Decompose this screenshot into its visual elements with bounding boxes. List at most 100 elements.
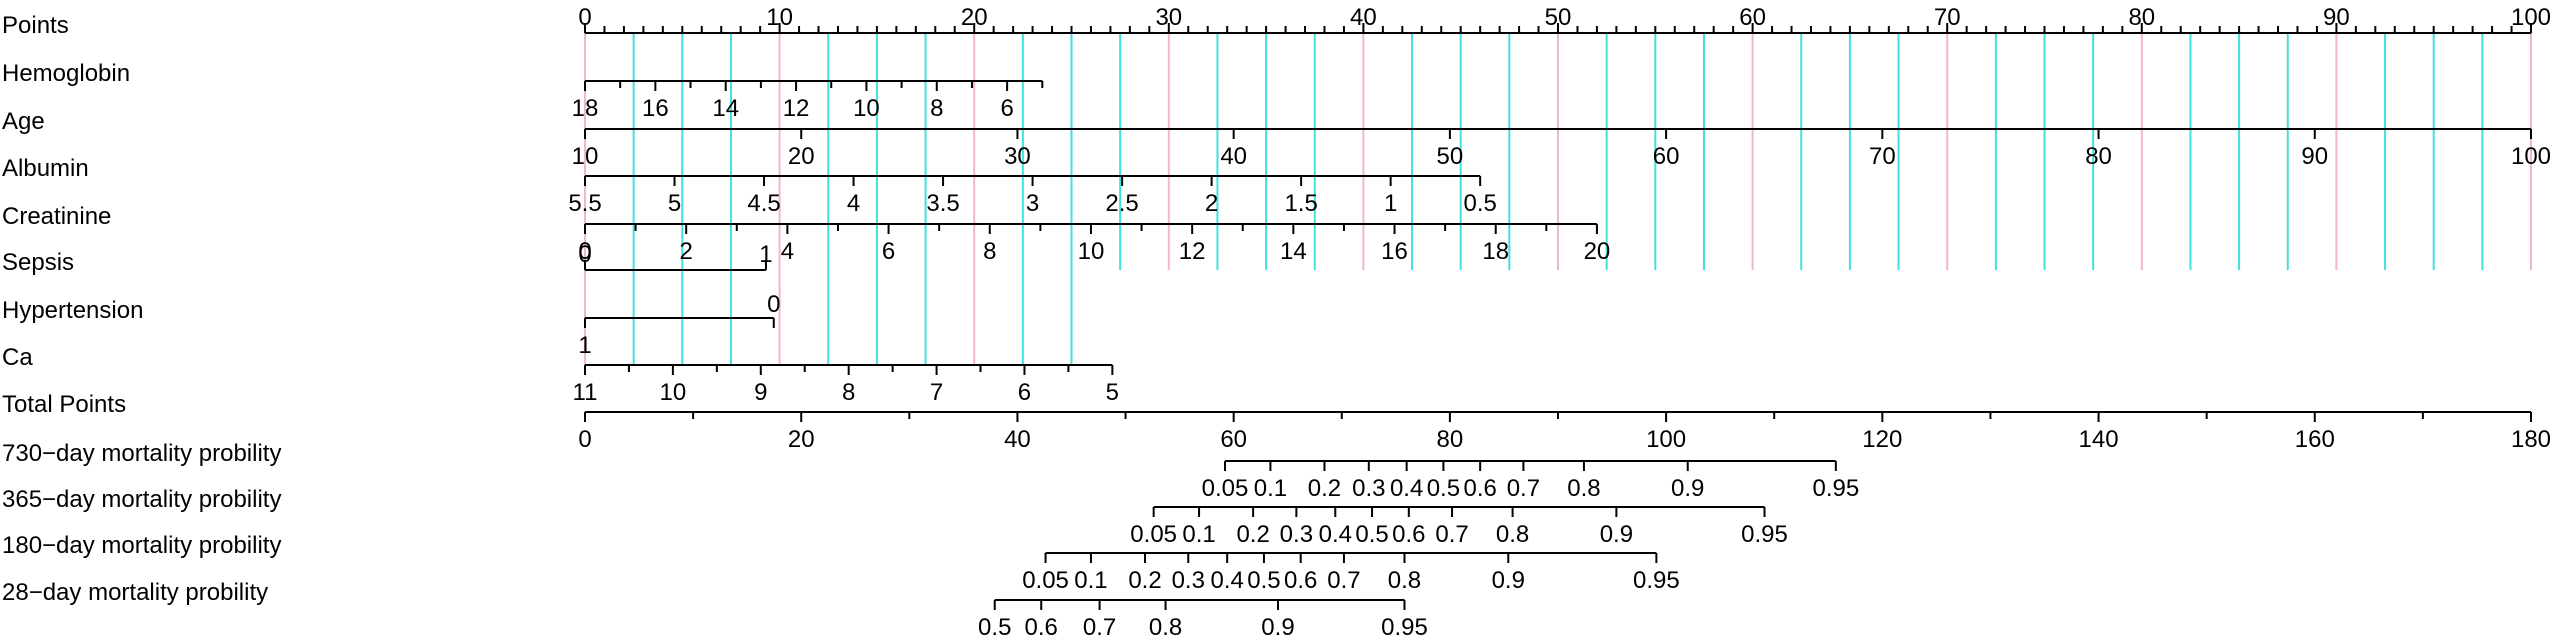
row-label-hemoglobin: Hemoglobin [2,60,130,87]
tick-label-730-day-mortality-probility-5: 0.5 [1427,475,1460,502]
tick-label-28-day-mortality-probility-1: 0.6 [1025,614,1058,639]
tick-label-age-9: 100 [2511,143,2551,170]
tick-label-365-day-mortality-probility-4: 0.4 [1319,521,1352,548]
tick-label-28-day-mortality-probility-5: 0.95 [1381,614,1428,639]
label-layer: Points 0 10 20 30 40 50 60 70 80 90 100Hemoglobin18… [2,4,2551,639]
tick-label-creatinine-4: 8 [983,238,996,265]
tick-label-180-day-mortality-probility-4: 0.4 [1210,567,1243,594]
tick-label-365-day-mortality-probility-7: 0.7 [1435,521,1468,548]
tick-label-730-day-mortality-probility-6: 0.6 [1463,475,1496,502]
tick-label-creatinine-9: 18 [1482,238,1509,265]
tick-label-creatinine-7: 14 [1280,238,1307,265]
tick-label-age-8: 90 [2301,143,2328,170]
row-label-creatinine: Creatinine [2,203,111,230]
row-label-total-points: Total Points [2,391,126,418]
tick-label-albumin-3: 4 [847,190,860,217]
tick-label-points-6: 60 [1739,4,1766,31]
tick-label-365-day-mortality-probility-2: 0.2 [1236,521,1269,548]
tick-label-ca-5: 6 [1018,379,1031,406]
tick-label-points-2: 20 [961,4,988,31]
tick-label-albumin-6: 2.5 [1105,190,1138,217]
tick-label-730-day-mortality-probility-9: 0.9 [1671,475,1704,502]
tick-label-hemoglobin-0: 18 [572,95,599,122]
tick-label-hemoglobin-2: 14 [712,95,739,122]
grid-layer [584,33,2532,365]
tick-label-180-day-mortality-probility-9: 0.9 [1492,567,1525,594]
row-label-hypertension: Hypertension [2,297,143,324]
row-label-ca: Ca [2,344,33,371]
tick-label-total-points-5: 100 [1646,426,1686,453]
tick-label-ca-3: 8 [842,379,855,406]
tick-label-creatinine-0: 0 [578,238,591,265]
tick-label-730-day-mortality-probility-8: 0.8 [1567,475,1600,502]
tick-label-hemoglobin-1: 16 [642,95,669,122]
tick-label-points-5: 50 [1545,4,1572,31]
tick-label-points-9: 90 [2323,4,2350,31]
tick-label-creatinine-2: 4 [781,238,794,265]
tick-label-albumin-9: 1 [1384,190,1397,217]
tick-label-age-2: 30 [1004,143,1031,170]
tick-label-creatinine-6: 12 [1179,238,1206,265]
tick-label-albumin-10: 0.5 [1463,190,1496,217]
tick-label-sepsis-1: 1 [759,241,772,268]
tick-label-180-day-mortality-probility-1: 0.1 [1074,567,1107,594]
tick-label-age-3: 40 [1220,143,1247,170]
tick-label-ca-0: 11 [573,379,598,406]
tick-label-total-points-9: 180 [2511,426,2551,453]
tick-label-180-day-mortality-probility-3: 0.3 [1172,567,1205,594]
tick-label-total-points-4: 80 [1437,426,1464,453]
tick-label-total-points-6: 120 [1862,426,1902,453]
tick-label-hypertension-0: 0 [767,291,780,318]
tick-label-total-points-2: 40 [1004,426,1031,453]
tick-label-hypertension-1: 1 [578,332,591,359]
tick-label-365-day-mortality-probility-8: 0.8 [1496,521,1529,548]
tick-label-sepsis-0: 0 [578,241,591,268]
tick-label-creatinine-8: 16 [1381,238,1408,265]
tick-label-albumin-1: 5 [668,190,681,217]
tick-label-180-day-mortality-probility-5: 0.5 [1247,567,1280,594]
tick-label-total-points-8: 160 [2295,426,2335,453]
row-label-age: Age [2,108,45,135]
tick-label-hemoglobin-5: 8 [930,95,943,122]
tick-label-age-6: 70 [1869,143,1896,170]
tick-label-total-points-0: 0 [578,426,591,453]
tick-label-ca-1: 10 [660,379,687,406]
tick-label-730-day-mortality-probility-0: 0.05 [1202,475,1249,502]
tick-label-365-day-mortality-probility-9: 0.9 [1600,521,1633,548]
tick-label-total-points-3: 60 [1220,426,1247,453]
tick-label-730-day-mortality-probility-10: 0.95 [1812,475,1859,502]
tick-label-total-points-1: 20 [788,426,815,453]
tick-label-180-day-mortality-probility-2: 0.2 [1128,567,1161,594]
tick-label-730-day-mortality-probility-4: 0.4 [1390,475,1423,502]
tick-label-albumin-7: 2 [1205,190,1218,217]
tick-label-28-day-mortality-probility-2: 0.7 [1083,614,1116,639]
tick-label-ca-6: 5 [1106,379,1119,406]
tick-label-180-day-mortality-probility-7: 0.7 [1327,567,1360,594]
tick-label-365-day-mortality-probility-1: 0.1 [1182,521,1215,548]
row-label-180-day-mortality-probility: 180−day mortality probility [2,532,281,559]
row-label-28-day-mortality-probility: 28−day mortality probility [2,579,268,606]
tick-label-28-day-mortality-probility-3: 0.8 [1149,614,1182,639]
tick-label-180-day-mortality-probility-0: 0.05 [1022,567,1069,594]
tick-label-ca-4: 7 [930,379,943,406]
tick-label-points-4: 40 [1350,4,1377,31]
tick-label-creatinine-5: 10 [1078,238,1105,265]
tick-label-total-points-7: 140 [2079,426,2119,453]
tick-label-hemoglobin-6: 6 [1000,95,1013,122]
tick-label-points-8: 80 [2128,4,2155,31]
tick-label-ca-2: 9 [754,379,767,406]
axis-layer [584,23,2532,610]
tick-label-albumin-2: 4.5 [747,190,780,217]
tick-label-hemoglobin-4: 10 [853,95,880,122]
row-label-sepsis: Sepsis [2,249,74,276]
tick-label-hemoglobin-3: 12 [783,95,810,122]
tick-label-365-day-mortality-probility-10: 0.95 [1741,521,1788,548]
tick-label-28-day-mortality-probility-4: 0.9 [1261,614,1294,639]
tick-label-points-1: 10 [766,4,793,31]
tick-label-age-7: 80 [2085,143,2112,170]
tick-label-age-0: 10 [572,143,599,170]
tick-label-730-day-mortality-probility-2: 0.2 [1308,475,1341,502]
tick-label-points-0: 0 [578,4,591,31]
tick-label-creatinine-10: 20 [1584,238,1611,265]
